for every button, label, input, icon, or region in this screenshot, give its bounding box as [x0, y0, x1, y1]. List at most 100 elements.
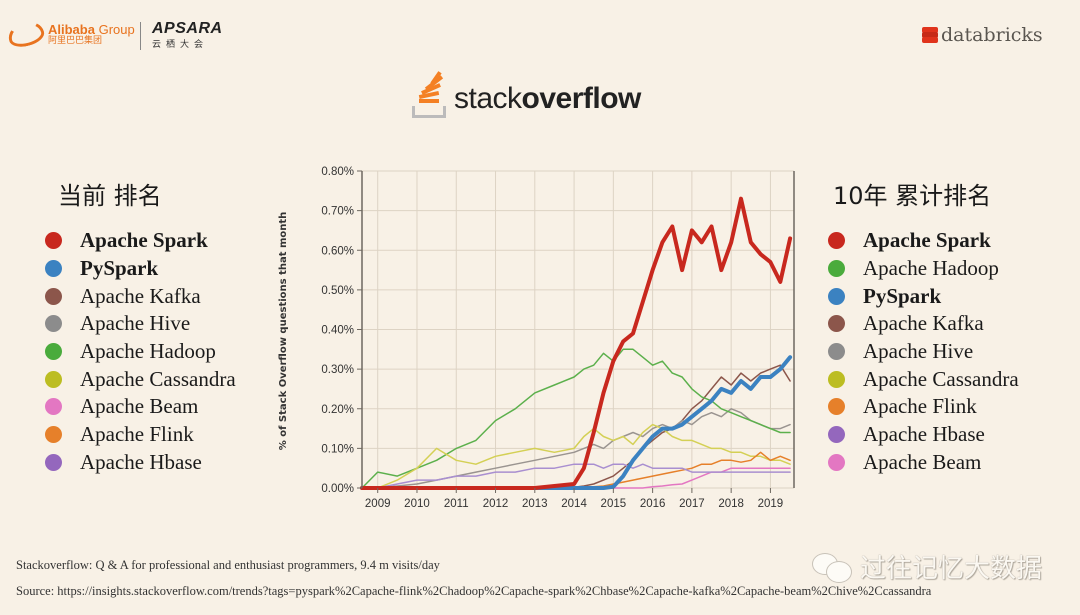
y-axis-label: % of Stack Overflow questions that month — [278, 212, 289, 451]
current-ranking-item: Apache Beam — [45, 393, 236, 421]
y-tick-label: 0.30% — [321, 364, 354, 376]
legend-dot-icon — [828, 232, 845, 250]
legend-label: Apache Hive — [863, 339, 974, 364]
x-tick-label: 2016 — [640, 498, 666, 510]
legend-dot-icon — [828, 343, 845, 361]
x-tick-label: 2017 — [679, 498, 705, 510]
apsara-logo-text: APSARA — [152, 20, 223, 37]
legend-dot-icon — [828, 453, 845, 471]
x-tick-label: 2014 — [561, 498, 587, 510]
legend-label: Apache Beam — [80, 394, 199, 419]
alibaba-logo-icon — [5, 17, 47, 51]
current-ranking-item: Apache Flink — [45, 421, 236, 449]
ten-year-ranking-legend: Apache Spark Apache Hadoop PySpark Apache K… — [828, 227, 1019, 476]
legend-dot-icon — [45, 343, 62, 361]
y-tick-label: 0.40% — [321, 325, 354, 337]
legend-label: Apache Spark — [80, 228, 208, 253]
legend-dot-icon — [828, 426, 845, 444]
legend-label: Apache Hbase — [80, 449, 202, 474]
legend-dot-icon — [45, 453, 62, 471]
legend-label: Apache Spark — [863, 228, 991, 253]
ten-year-ranking-item: Apache Cassandra — [828, 365, 1019, 393]
chart-grid — [362, 170, 794, 489]
legend-dot-icon — [45, 287, 62, 305]
ten-year-ranking-item: Apache Hadoop — [828, 255, 1019, 283]
wechat-watermark: 过往记忆大数据 — [812, 548, 1042, 585]
legend-label: PySpark — [863, 283, 942, 308]
y-tick-label: 0.50% — [321, 285, 354, 297]
legend-dot-icon — [45, 232, 62, 250]
databricks-logo-text: databricks — [941, 24, 1043, 46]
y-tick-label: 0.10% — [321, 443, 354, 455]
ten-year-ranking-item: Apache Kafka — [828, 310, 1019, 338]
legend-label: Apache Kafka — [80, 283, 201, 308]
chart-axes: 0.00% 0.10% 0.20% 0.30% 0.40% 0.50% 0.60% 0.70%… — [321, 166, 795, 510]
legend-dot-icon — [828, 315, 845, 333]
apsara-cn-text: 云栖大会 — [152, 40, 209, 50]
y-tick-label: 0.80% — [321, 166, 354, 178]
alibaba-logo-text: Alibaba — [48, 21, 95, 37]
legend-label: Apache Cassandra — [863, 366, 1019, 391]
alibaba-cn-text: 阿里巴巴集团 — [48, 35, 103, 46]
databricks-cube-icon — [922, 27, 938, 43]
ten-year-ranking-item: PySpark — [828, 282, 1019, 310]
legend-dot-icon — [45, 426, 62, 444]
legend-label: Apache Hadoop — [80, 339, 216, 364]
ten-year-ranking-item: Apache Spark — [828, 227, 1019, 255]
source-url: Source: https://insights.stackoverflow.c… — [16, 584, 932, 598]
legend-dot-icon — [45, 260, 62, 278]
x-tick-label: 2009 — [365, 498, 391, 510]
x-tick-label: 2019 — [758, 498, 784, 510]
databricks-logo: databricks — [922, 24, 1043, 46]
legend-dot-icon — [45, 398, 62, 416]
legend-dot-icon — [828, 370, 845, 388]
stackoverflow-stack-icon — [412, 71, 446, 118]
current-ranking-item: Apache Cassandra — [45, 365, 236, 393]
legend-label: Apache Flink — [863, 394, 977, 419]
legend-label: Apache Hive — [80, 311, 191, 336]
ten-year-ranking-item: Apache Beam — [828, 449, 1019, 477]
legend-label: Apache Hbase — [863, 422, 985, 447]
ten-year-ranking-item: Apache Hbase — [828, 421, 1019, 449]
logo-divider — [140, 22, 141, 50]
x-tick-label: 2015 — [601, 498, 627, 510]
y-tick-label: 0.00% — [321, 483, 354, 495]
current-ranking-item: Apache Hive — [45, 310, 236, 338]
series-line-apache-spark — [360, 196, 793, 490]
current-ranking-item: Apache Hadoop — [45, 338, 236, 366]
current-ranking-item: Apache Kafka — [45, 282, 236, 310]
alibaba-group-logo: Alibaba Group 阿里巴巴集团 — [5, 17, 135, 51]
stackoverflow-description: Stackoverflow: Q & A for professional an… — [16, 558, 440, 572]
current-ranking-item: Apache Hbase — [45, 449, 236, 477]
alibaba-group-text: Group — [94, 21, 135, 37]
series-line-pyspark — [360, 355, 793, 490]
legend-dot-icon — [828, 260, 845, 278]
y-tick-label: 0.60% — [321, 245, 354, 257]
x-tick-label: 2013 — [522, 498, 548, 510]
current-ranking-legend: Apache Spark PySpark Apache Kafka Apache Hi… — [45, 227, 236, 476]
current-ranking-item: PySpark — [45, 255, 236, 283]
watermark-text: 过往记忆大数据 — [860, 554, 1043, 584]
legend-dot-icon — [45, 315, 62, 333]
legend-label: Apache Beam — [863, 449, 982, 474]
x-tick-label: 2011 — [444, 498, 469, 510]
legend-dot-icon — [45, 370, 62, 388]
stackoverflow-logo: stackoverflow — [412, 71, 641, 118]
apsara-logo: APSARA 云栖大会 — [152, 21, 223, 50]
ten-year-ranking-item: Apache Flink — [828, 393, 1019, 421]
chart-series — [360, 196, 793, 490]
legend-label: Apache Hadoop — [863, 256, 999, 281]
stackoverflow-text-light: stack — [454, 82, 522, 115]
current-ranking-item: Apache Spark — [45, 227, 236, 255]
series-line-apache-hadoop — [361, 348, 791, 489]
legend-label: Apache Flink — [80, 422, 194, 447]
ten-year-ranking-title: 10年 累计排名 — [833, 182, 992, 210]
x-tick-label: 2018 — [718, 498, 744, 510]
current-ranking-title: 当前 排名 — [58, 182, 162, 210]
y-tick-label: 0.70% — [321, 206, 354, 218]
y-tick-label: 0.20% — [321, 404, 354, 416]
ten-year-ranking-item: Apache Hive — [828, 338, 1019, 366]
series-line-apache-hive — [361, 408, 791, 489]
x-tick-label: 2010 — [404, 498, 430, 510]
legend-label: PySpark — [80, 256, 159, 281]
